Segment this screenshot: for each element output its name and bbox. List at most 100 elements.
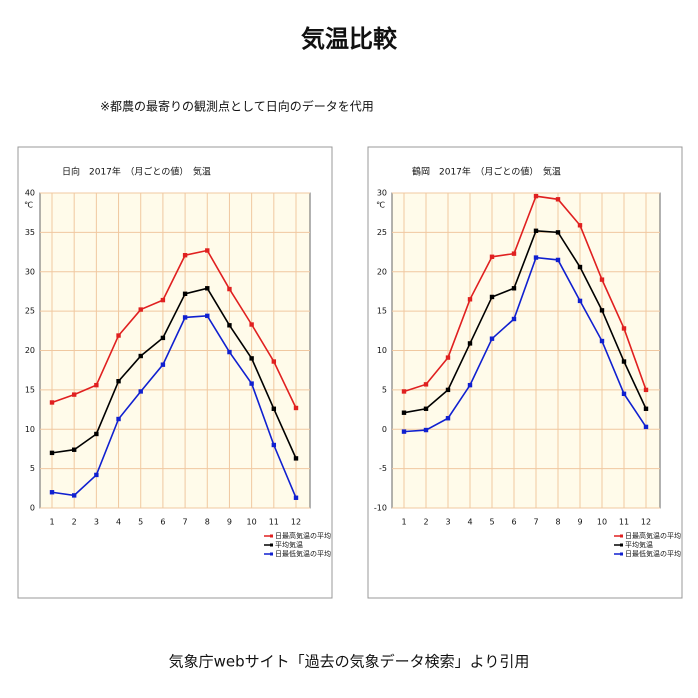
point [182,253,188,258]
point [160,297,166,303]
y-tick-label: 5 [382,385,387,394]
y-tick-label: 15 [25,385,35,394]
x-tick-label: 4 [467,518,472,527]
point [423,382,429,387]
page-title: 気温比較 [301,25,398,53]
x-tick-label: 5 [138,518,143,527]
point [182,291,188,296]
y-tick-label: 20 [377,267,387,276]
y-tick-label: -10 [374,504,387,513]
point [401,410,407,415]
point [293,405,299,411]
point [555,197,561,202]
y-tick-label: 25 [377,228,387,237]
point [599,338,605,344]
legend-label: 平均気温 [625,540,653,549]
x-tick-label: 11 [619,518,629,527]
x-tick-label: 11 [269,518,279,527]
legend-label: 日最高気温の平均 [625,531,681,540]
x-tick-label: 8 [555,518,560,527]
point [599,308,605,313]
point [293,456,299,461]
point [445,355,451,360]
series-line [403,256,647,433]
point [116,333,121,338]
legend-marker [620,534,623,538]
y-tick-label: 0 [30,504,35,513]
series-line [51,315,297,499]
y-tick-label: 25 [25,307,35,316]
x-tick-label: 2 [423,518,428,527]
point [467,382,473,388]
point [511,316,517,322]
x-tick-label: 1 [49,518,54,527]
point [643,387,649,393]
point [227,323,232,328]
y-tick-label: 20 [25,346,35,355]
x-tick-label: 12 [641,518,651,527]
y-tick-label: 0 [382,425,387,434]
x-tick-label: 5 [489,518,494,527]
x-tick-label: 2 [72,518,77,527]
x-tick-label: 3 [445,518,450,527]
x-tick-label: 9 [577,518,582,527]
y-tick-label: 15 [377,307,387,316]
point [71,447,77,452]
legend-marker [270,534,273,538]
y-tick-label: 30 [377,189,387,198]
x-tick-label: 7 [533,518,538,527]
x-tick-label: 6 [511,518,516,527]
point [577,223,583,228]
point [138,389,143,394]
y-tick-label: -5 [379,464,387,473]
point [49,400,55,405]
point [445,416,451,421]
y-tick-label: 30 [25,267,35,276]
point [423,406,429,411]
point [249,356,254,361]
y-tick-label: 10 [377,346,387,355]
point [621,326,627,331]
point [555,257,561,263]
point [533,193,539,199]
legend-label: 平均気温 [275,540,303,549]
source: 気象庁webサイト「過去の気象データ検索」より引用 [169,653,530,671]
x-tick-label: 1 [401,518,406,527]
y-tick-label: 5 [30,464,35,473]
point [160,362,166,367]
x-tick-label: 12 [291,518,301,527]
point [160,335,166,341]
point [205,248,210,253]
x-tick-label: 7 [183,518,188,527]
x-tick-label: 6 [160,518,165,527]
point [249,381,254,386]
x-tick-label: 8 [205,518,210,527]
point [445,387,451,393]
point [116,416,121,422]
y-tick-label: 10 [25,425,35,434]
point [138,353,143,359]
point [511,286,517,291]
x-tick-label: 10 [247,518,257,527]
point [293,495,299,500]
legend-label: 日最高気温の平均 [275,531,331,540]
point [71,392,77,397]
legend-marker [270,552,273,556]
point [533,255,539,260]
point [599,277,605,282]
x-tick-label: 9 [227,518,232,527]
point [271,406,277,411]
point [489,336,495,341]
legend-marker [620,543,623,547]
point [227,286,232,292]
series-line [403,229,647,414]
legend-label: 日最低気温の平均 [625,549,681,558]
point [205,313,210,319]
legend-marker [620,552,623,556]
legend-marker [270,543,273,547]
point [489,254,495,259]
point [138,307,143,312]
point [271,359,277,364]
series-line [51,287,297,459]
